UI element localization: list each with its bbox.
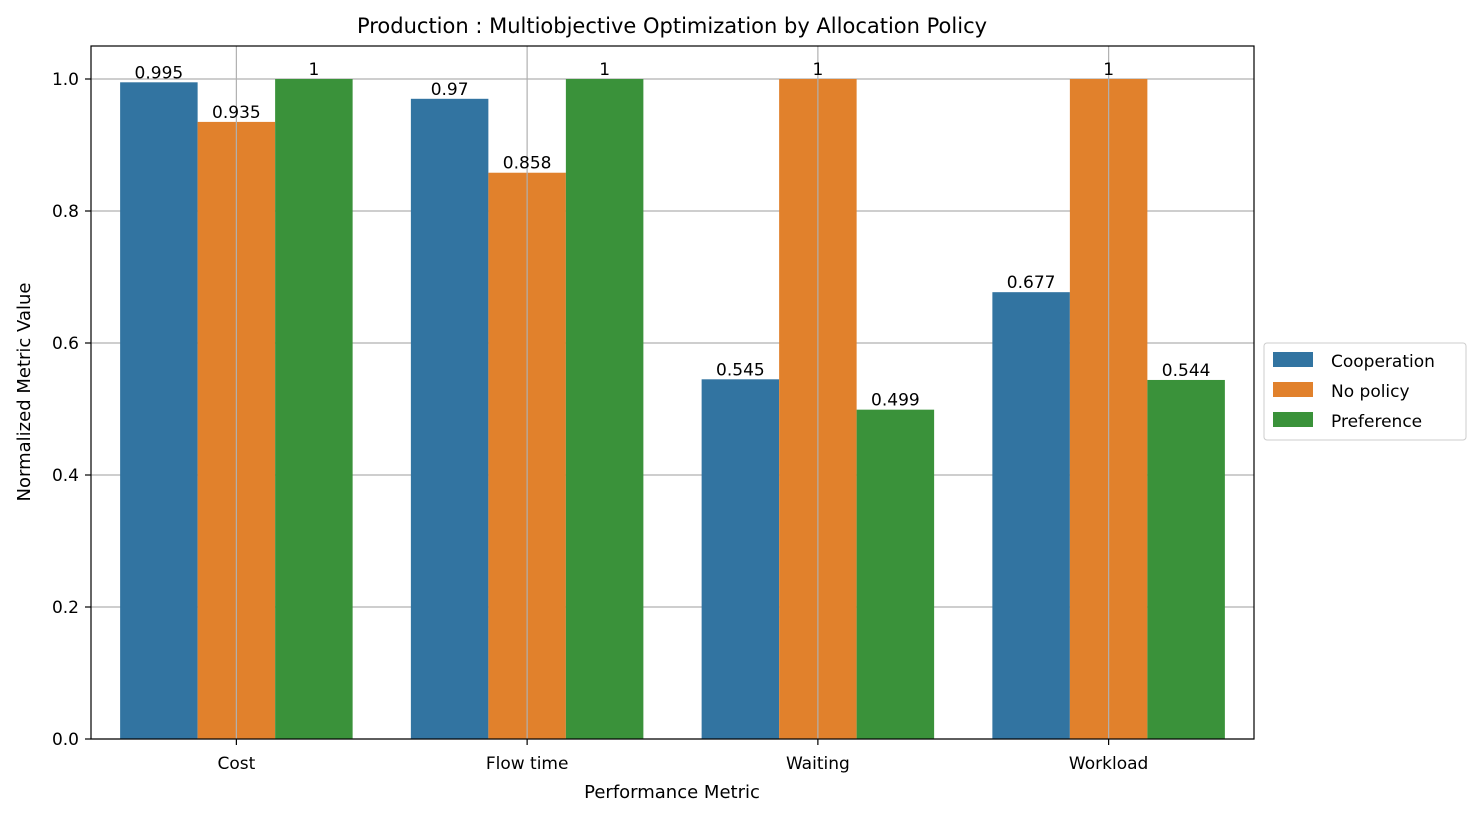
x-tick-label: Workload xyxy=(1069,754,1148,774)
vertical-grid-layer xyxy=(235,46,1110,739)
plot-frame xyxy=(90,45,1255,740)
bar-cooperation-workload xyxy=(992,292,1070,739)
bar-value-label: 0.858 xyxy=(503,154,552,174)
bar-value-label: 1 xyxy=(812,60,823,80)
y-tick-label: 0.2 xyxy=(52,598,79,618)
bar-preference-cost xyxy=(275,79,353,739)
bar-preference-waiting xyxy=(856,409,935,739)
bar-cooperation-waiting xyxy=(701,379,780,739)
legend-label: Cooperation xyxy=(1331,352,1435,372)
legend-swatch xyxy=(1273,352,1313,367)
bar-value-label: 0.97 xyxy=(431,80,469,100)
bar-value-label: 1 xyxy=(1103,60,1114,80)
bar-value-label: 0.995 xyxy=(135,63,184,83)
bar-cooperation-cost xyxy=(120,82,198,740)
bar-value-label: 0.545 xyxy=(716,360,765,380)
x-tick-label: Cost xyxy=(217,754,255,774)
y-tick-label: 1.0 xyxy=(52,70,79,90)
bar-value-label: 0.677 xyxy=(1007,273,1056,293)
legend-label: No policy xyxy=(1331,382,1410,402)
bar-cooperation-flow-time xyxy=(410,98,489,740)
bar-value-label: 0.935 xyxy=(212,103,261,123)
legend-label: Preference xyxy=(1331,412,1422,432)
y-tick-label: 0.6 xyxy=(52,334,79,354)
bar-preference-flow-time xyxy=(565,79,644,739)
legend-frame xyxy=(1263,342,1467,441)
bar-value-label: 1 xyxy=(599,60,610,80)
x-axis-label: Performance Metric xyxy=(584,782,760,803)
ticks-layer: 0.0 0.2 0.4 0.6 0.8 1.0 Cost Flow time Waiting Wo… xyxy=(52,70,1148,774)
bar-value-label: 0.544 xyxy=(1162,361,1211,381)
y-tick-label: 0.8 xyxy=(52,202,79,222)
bar-labels-layer: 0.995 0.97 0.545 0.677 0.935 0.858 1 1 1 1 0.499 0.… xyxy=(135,60,1211,411)
legend-swatch xyxy=(1273,412,1313,427)
bar-preference-workload xyxy=(1147,379,1225,739)
y-axis-label: Normalized Metric Value xyxy=(14,283,35,502)
x-tick-label: Waiting xyxy=(786,754,850,774)
bar-value-label: 0.499 xyxy=(871,391,920,411)
legend: Cooperation No policy Preference xyxy=(1263,342,1467,441)
chart-title: Production : Multiobjective Optimization… xyxy=(357,14,987,38)
legend-items: Cooperation No policy Preference xyxy=(1273,352,1435,432)
bar-value-label: 1 xyxy=(308,60,319,80)
legend-swatch xyxy=(1273,382,1313,397)
x-tick-label: Flow time xyxy=(486,754,569,774)
y-tick-label: 0.4 xyxy=(52,466,79,486)
y-tick-label: 0.0 xyxy=(52,730,79,750)
